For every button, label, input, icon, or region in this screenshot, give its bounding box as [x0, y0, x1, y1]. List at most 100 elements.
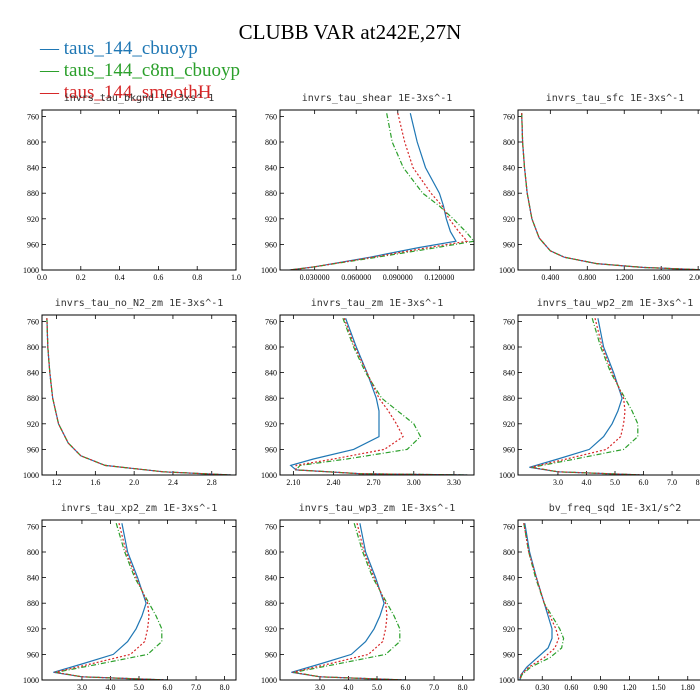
x-tick-label: 4.0	[581, 478, 591, 487]
subplot-title: invrs_tau_bkgnd 1E-3xs^-1	[64, 93, 215, 104]
x-tick-label: 8.0	[696, 478, 700, 487]
subplot: invrs_tau_no_N2_zm 1E-3xs^-1 760 800 840 880…	[23, 298, 237, 487]
y-tick-label: 920	[27, 420, 39, 429]
y-tick-label: 880	[265, 599, 277, 608]
y-tick-label: 920	[27, 215, 39, 224]
plot-frame	[517, 519, 700, 681]
legend-label: taus_144_c8m_cbuoyp	[63, 60, 241, 81]
y-tick-label: 960	[265, 240, 277, 249]
series-line	[519, 523, 560, 680]
x-tick-label: 0.0	[37, 273, 47, 282]
series-line	[289, 113, 474, 270]
series-line	[529, 318, 644, 475]
plot-frame	[279, 314, 475, 476]
y-tick-label: 960	[27, 445, 39, 454]
y-tick-label: 1000	[23, 266, 39, 275]
y-tick-label: 960	[265, 445, 277, 454]
y-tick-label: 1000	[499, 266, 515, 275]
x-tick-label: 1.20	[623, 683, 637, 692]
plot-frame	[41, 109, 237, 271]
y-tick-label: 840	[503, 369, 515, 378]
y-tick-label: 880	[27, 189, 39, 198]
plot-frame	[41, 314, 237, 476]
y-tick-label: 920	[503, 215, 515, 224]
series-line	[289, 113, 457, 270]
y-tick-label: 840	[265, 164, 277, 173]
y-tick-label: 880	[503, 394, 515, 403]
y-tick-label: 960	[265, 650, 277, 659]
y-tick-label: 960	[503, 445, 515, 454]
series-line	[519, 523, 553, 680]
series-line	[54, 523, 168, 680]
y-tick-label: 1000	[261, 676, 277, 685]
series-line	[294, 523, 406, 680]
series-line	[521, 113, 700, 270]
x-tick-label: 0.6	[153, 273, 163, 282]
x-tick-label: 7.0	[191, 683, 201, 692]
series-line	[532, 318, 644, 475]
y-tick-label: 1000	[261, 266, 277, 275]
series-line	[46, 318, 232, 475]
legend-entry: — taus_144_c8m_cbuoyp	[40, 60, 240, 82]
y-tick-label: 960	[503, 650, 515, 659]
x-tick-label: 1.0	[231, 273, 241, 282]
y-tick-label: 960	[27, 650, 39, 659]
x-tick-label: 1.200	[615, 273, 633, 282]
x-tick-label: 2.40	[327, 478, 341, 487]
series-line	[53, 523, 168, 680]
x-tick-label: 6.0	[401, 683, 411, 692]
series-line	[295, 317, 468, 475]
x-tick-label: 6.0	[163, 683, 173, 692]
y-tick-label: 960	[503, 240, 515, 249]
x-tick-label: 3.30	[447, 478, 461, 487]
x-tick-label: 0.90	[593, 683, 607, 692]
series-line	[289, 317, 468, 475]
x-tick-label: 0.4	[115, 273, 125, 282]
series-line	[46, 318, 232, 475]
plot-frame	[41, 519, 237, 681]
series-line	[291, 523, 406, 680]
subplot: invrs_tau_wp2_zm 1E-3xs^-1 760 800 840 880 92…	[499, 298, 700, 487]
subplot: invrs_tau_shear 1E-3xs^-1 760 800 840 880 920…	[261, 93, 475, 282]
y-tick-label: 840	[503, 574, 515, 583]
y-tick-label: 1000	[499, 676, 515, 685]
y-tick-label: 800	[503, 138, 515, 147]
subplot: invrs_tau_xp2_zm 1E-3xs^-1 760 800 840 880 92…	[23, 503, 237, 692]
y-tick-label: 920	[503, 420, 515, 429]
subplot: invrs_tau_sfc 1E-3xs^-1 760 800 840 880 920 96…	[499, 93, 700, 282]
x-tick-label: 2.70	[367, 478, 381, 487]
subplot-title: invrs_tau_no_N2_zm 1E-3xs^-1	[55, 298, 224, 309]
x-tick-label: 8.0	[220, 683, 230, 692]
subplot-title: invrs_tau_wp2_zm 1E-3xs^-1	[537, 298, 694, 309]
y-tick-label: 840	[265, 369, 277, 378]
y-tick-label: 760	[265, 112, 277, 121]
y-tick-label: 800	[27, 548, 39, 557]
y-tick-label: 960	[27, 240, 39, 249]
x-tick-label: 0.060000	[341, 273, 371, 282]
subplot-title: invrs_tau_sfc 1E-3xs^-1	[546, 93, 684, 104]
y-tick-label: 800	[27, 343, 39, 352]
subplot-title: bv_freq_sqd 1E-3x1/s^2	[549, 503, 681, 514]
x-tick-label: 0.8	[192, 273, 202, 282]
y-tick-label: 1000	[23, 471, 39, 480]
y-tick-label: 800	[503, 343, 515, 352]
y-tick-label: 840	[27, 164, 39, 173]
y-tick-label: 760	[503, 317, 515, 326]
x-tick-label: 2.0	[129, 478, 139, 487]
y-tick-label: 760	[27, 112, 39, 121]
x-tick-label: 0.800	[578, 273, 596, 282]
x-tick-label: 7.0	[429, 683, 439, 692]
x-tick-label: 2.10	[286, 478, 300, 487]
x-tick-label: 0.030000	[300, 273, 330, 282]
y-tick-label: 800	[265, 138, 277, 147]
x-tick-label: 5.0	[610, 478, 620, 487]
x-tick-label: 0.400	[541, 273, 559, 282]
legend-marker: —	[40, 60, 64, 81]
y-tick-label: 1000	[23, 676, 39, 685]
x-tick-label: 2.8	[207, 478, 217, 487]
series-line	[46, 318, 232, 475]
y-tick-label: 920	[265, 625, 277, 634]
y-tick-label: 880	[503, 189, 515, 198]
y-tick-label: 920	[27, 625, 39, 634]
